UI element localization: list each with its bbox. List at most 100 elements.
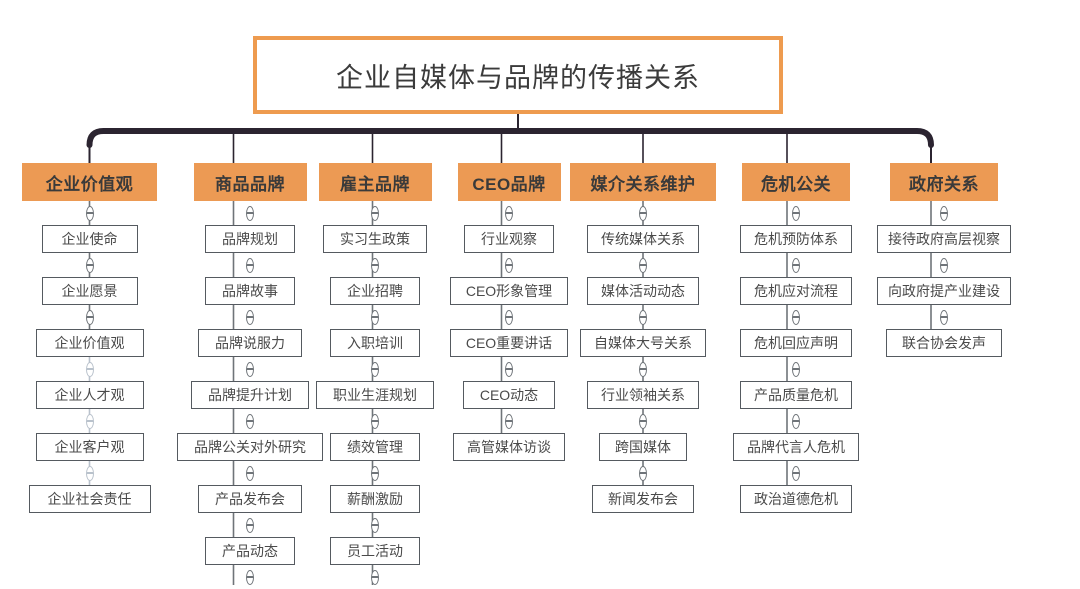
collapse-minus-circle-icon[interactable]: [639, 257, 647, 273]
collapse-minus-circle-icon[interactable]: [246, 309, 254, 325]
collapse-minus-circle-icon[interactable]: [505, 257, 513, 273]
collapse-minus-circle-icon[interactable]: [792, 257, 800, 273]
collapse-minus-circle-icon[interactable]: [85, 413, 94, 429]
leaf-node[interactable]: 高管媒体访谈: [453, 433, 565, 461]
leaf-node[interactable]: 品牌说服力: [198, 329, 302, 357]
collapse-minus-circle-icon[interactable]: [792, 205, 800, 221]
collapse-minus-circle-icon[interactable]: [505, 205, 513, 221]
collapse-minus-circle-icon[interactable]: [505, 413, 513, 429]
leaf-node[interactable]: 绩效管理: [330, 433, 420, 461]
collapse-minus-circle-icon[interactable]: [246, 361, 254, 377]
leaf-node[interactable]: 企业价值观: [35, 329, 144, 357]
leaf-node[interactable]: CEO动态: [463, 381, 555, 409]
leaf-node[interactable]: 品牌故事: [205, 277, 295, 305]
collapse-minus-circle-icon[interactable]: [246, 413, 254, 429]
leaf-node[interactable]: 危机预防体系: [740, 225, 852, 253]
collapse-minus-circle-icon[interactable]: [792, 413, 800, 429]
connector-gap: [940, 253, 948, 277]
leaf-node[interactable]: 入职培训: [330, 329, 420, 357]
leaf-node[interactable]: 接待政府高层视察: [877, 225, 1011, 253]
collapse-minus-circle-icon[interactable]: [639, 413, 647, 429]
collapse-minus-circle-icon[interactable]: [246, 569, 254, 585]
collapse-minus-circle-icon[interactable]: [505, 309, 513, 325]
branch-header-2[interactable]: 商品品牌: [193, 163, 307, 201]
leaf-node[interactable]: 联合协会发声: [886, 329, 1002, 357]
collapse-minus-circle-icon[interactable]: [940, 309, 948, 325]
collapse-minus-circle-icon[interactable]: [792, 309, 800, 325]
collapse-minus-circle-icon[interactable]: [940, 205, 948, 221]
leaf-node[interactable]: 产品动态: [205, 537, 295, 565]
connector-gap: [505, 357, 513, 381]
branch-header-5[interactable]: 媒介关系维护: [570, 163, 716, 201]
leaf-node[interactable]: 品牌规划: [205, 225, 295, 253]
collapse-minus-circle-icon[interactable]: [85, 361, 94, 377]
branch-header-6[interactable]: 危机公关: [742, 163, 850, 201]
collapse-minus-circle-icon[interactable]: [246, 517, 254, 533]
leaf-node[interactable]: 行业观察: [464, 225, 554, 253]
collapse-minus-circle-icon[interactable]: [371, 361, 379, 377]
branch-header-4[interactable]: CEO品牌: [457, 163, 561, 201]
connector-gap: [505, 253, 513, 277]
leaf-node[interactable]: 员工活动: [330, 537, 420, 565]
collapse-minus-circle-icon[interactable]: [371, 569, 379, 585]
collapse-minus-circle-icon[interactable]: [85, 257, 94, 273]
collapse-minus-circle-icon[interactable]: [940, 257, 948, 273]
collapse-minus-circle-icon[interactable]: [639, 465, 647, 481]
collapse-minus-circle-icon[interactable]: [371, 309, 379, 325]
collapse-minus-circle-icon[interactable]: [85, 465, 94, 481]
leaf-node[interactable]: 品牌提升计划: [191, 381, 309, 409]
leaf-node[interactable]: 跨国媒体: [599, 433, 687, 461]
collapse-minus-circle-icon[interactable]: [371, 413, 379, 429]
leaf-node[interactable]: 企业社会责任: [28, 485, 151, 513]
leaf-node[interactable]: 自媒体大号关系: [580, 329, 706, 357]
collapse-minus-circle-icon[interactable]: [792, 361, 800, 377]
leaf-node[interactable]: 品牌公关对外研究: [177, 433, 323, 461]
leaf-node[interactable]: 企业招聘: [330, 277, 420, 305]
collapse-minus-circle-icon[interactable]: [792, 465, 800, 481]
branch-column-1: 企业价值观 企业使命 企业愿景 企业价值观 企业人才观 企业客户观 企业社会责任: [22, 163, 157, 513]
connector-gap: [85, 201, 94, 225]
collapse-minus-circle-icon[interactable]: [371, 205, 379, 221]
collapse-minus-circle-icon[interactable]: [505, 361, 513, 377]
collapse-minus-circle-icon[interactable]: [639, 361, 647, 377]
leaf-node[interactable]: 产品发布会: [198, 485, 302, 513]
branch-header-1[interactable]: 企业价值观: [22, 163, 157, 201]
leaf-node[interactable]: 企业客户观: [35, 433, 144, 461]
collapse-minus-circle-icon[interactable]: [639, 309, 647, 325]
leaf-node[interactable]: 实习生政策: [323, 225, 427, 253]
leaf-node[interactable]: 企业使命: [41, 225, 138, 253]
leaf-node[interactable]: 危机回应声明: [740, 329, 852, 357]
leaf-node[interactable]: 媒体活动动态: [587, 277, 699, 305]
leaf-node[interactable]: 品牌代言人危机: [733, 433, 859, 461]
collapse-minus-circle-icon[interactable]: [371, 465, 379, 481]
leaf-node[interactable]: 职业生涯规划: [316, 381, 434, 409]
leaf-node[interactable]: 政治道德危机: [740, 485, 852, 513]
collapse-minus-circle-icon[interactable]: [246, 257, 254, 273]
collapse-minus-circle-icon[interactable]: [85, 205, 94, 221]
connector-gap: [246, 201, 254, 225]
collapse-minus-circle-icon[interactable]: [371, 257, 379, 273]
leaf-node[interactable]: 向政府提产业建设: [877, 277, 1011, 305]
connector-gap: [792, 305, 800, 329]
branch-header-7[interactable]: 政府关系: [890, 163, 998, 201]
connector-gap: [85, 461, 94, 485]
leaf-node[interactable]: CEO重要讲话: [450, 329, 568, 357]
collapse-minus-circle-icon[interactable]: [639, 205, 647, 221]
leaf-node[interactable]: 薪酬激励: [330, 485, 420, 513]
connector-gap: [639, 253, 647, 277]
leaf-node[interactable]: CEO形象管理: [450, 277, 568, 305]
collapse-minus-circle-icon[interactable]: [246, 465, 254, 481]
connector-gap: [371, 461, 379, 485]
leaf-node[interactable]: 新闻发布会: [592, 485, 694, 513]
collapse-minus-circle-icon[interactable]: [85, 309, 94, 325]
leaf-node[interactable]: 危机应对流程: [740, 277, 852, 305]
leaf-node[interactable]: 企业愿景: [41, 277, 138, 305]
leaf-node[interactable]: 行业领袖关系: [587, 381, 699, 409]
collapse-minus-circle-icon[interactable]: [371, 517, 379, 533]
collapse-minus-circle-icon[interactable]: [246, 205, 254, 221]
branch-header-3[interactable]: 雇主品牌: [318, 163, 432, 201]
leaf-node[interactable]: 传统媒体关系: [587, 225, 699, 253]
root-title-node[interactable]: 企业自媒体与品牌的传播关系: [253, 36, 783, 114]
leaf-node[interactable]: 企业人才观: [35, 381, 144, 409]
leaf-node[interactable]: 产品质量危机: [740, 381, 852, 409]
